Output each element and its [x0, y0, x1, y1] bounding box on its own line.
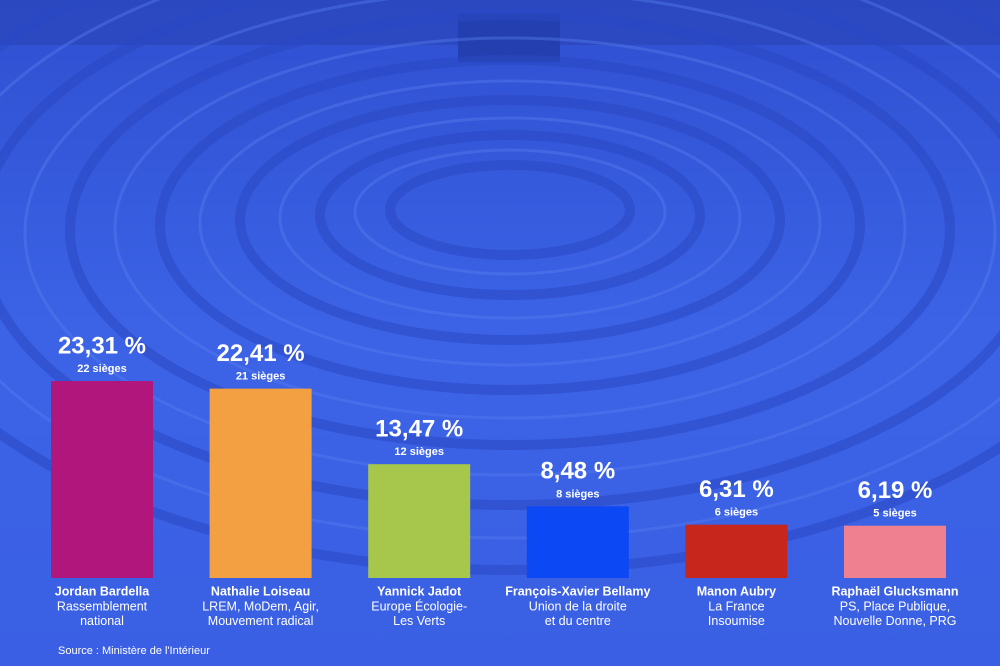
value-label: 22,41 %	[217, 340, 305, 367]
party-label: Les Verts	[393, 614, 445, 628]
bar	[368, 464, 471, 578]
source: Source : Ministère de l'Intérieur	[58, 645, 210, 657]
seat-label: 8 sièges	[556, 488, 599, 500]
bar	[844, 525, 946, 578]
party-label: Nouvelle Donne, PRG	[834, 614, 957, 628]
party-label: Insoumise	[708, 614, 765, 628]
party-label: Europe Écologie-	[371, 598, 467, 613]
candidate-name: Manon Aubry	[697, 584, 776, 598]
candidate-name: Jordan Bardella	[55, 584, 151, 598]
value-label: 13,47 %	[375, 416, 463, 443]
seat-label: 21 sièges	[236, 371, 286, 383]
value-label: 6,31 %	[699, 476, 774, 503]
seat-label: 22 sièges	[77, 363, 127, 375]
bar	[51, 381, 153, 578]
value-label: 8,48 %	[540, 458, 615, 485]
party-label: Union de la droite	[529, 599, 627, 613]
seat-label: 12 sièges	[394, 446, 444, 458]
party-label: Rassemblement	[57, 599, 148, 613]
candidate-name: Nathalie Loiseau	[211, 584, 310, 598]
party-label: PS, Place Publique,	[840, 599, 951, 613]
value-label: 23,31 %	[58, 332, 146, 359]
bar	[526, 506, 629, 578]
seat-label: 5 sièges	[873, 508, 916, 520]
party-label: national	[80, 614, 124, 628]
party-label: et du centre	[545, 614, 611, 628]
party-label: La France	[708, 599, 764, 613]
party-label: LREM, MoDem, Agir,	[202, 599, 319, 613]
bar	[209, 388, 312, 578]
value-label: 6,19 %	[858, 477, 933, 504]
party-label: Mouvement radical	[208, 614, 314, 628]
candidate-name: François-Xavier Bellamy	[505, 584, 650, 598]
seat-label: 6 sièges	[715, 507, 758, 519]
bar	[685, 524, 788, 578]
candidate-name: Raphaël Glucksmann	[831, 584, 958, 598]
candidate-name: Yannick Jadot	[377, 584, 462, 598]
